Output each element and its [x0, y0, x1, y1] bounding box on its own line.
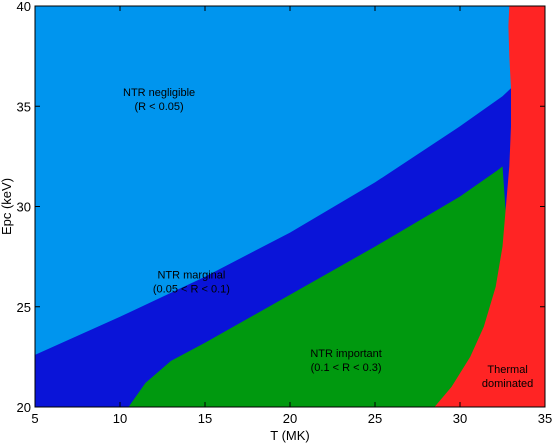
x-tick-label: 20: [283, 411, 297, 426]
x-tick-label: 25: [368, 411, 382, 426]
x-tick-label: 35: [538, 411, 552, 426]
x-axis: 5 10 15 20 25 30 35: [31, 6, 552, 426]
annotation-marginal: NTR marginal: [157, 270, 225, 282]
y-tick-label: 35: [17, 99, 31, 114]
annotation-negligible: (R < 0.05): [134, 101, 183, 113]
y-tick-label: 40: [17, 0, 31, 14]
region-thermal: [434, 6, 545, 407]
annotation-important: (0.1 < R < 0.3): [311, 362, 382, 374]
x-tick-label: 15: [198, 411, 212, 426]
y-tick-label: 30: [17, 200, 31, 215]
y-axis-label: Epc (keV): [0, 178, 14, 235]
annotation-negligible: NTR negligible: [123, 87, 195, 99]
annotation-layer: NTR negligible (R < 0.05) NTR marginal (0.0…: [123, 87, 533, 390]
y-axis: 20 25 30 35 40: [17, 0, 545, 415]
x-tick-label: 10: [113, 411, 127, 426]
annotation-marginal: (0.05 < R < 0.1): [153, 284, 230, 296]
region-important: [128, 166, 520, 407]
region-layer: [35, 6, 545, 407]
x-tick-label: 5: [31, 411, 38, 426]
x-axis-label: T (MK): [270, 428, 309, 443]
annotation-important: NTR important: [310, 348, 382, 360]
x-tick-label: 30: [453, 411, 467, 426]
annotation-thermal: dominated: [482, 378, 533, 390]
annotation-thermal: Thermal: [487, 364, 527, 376]
y-tick-label: 25: [17, 300, 31, 315]
y-tick-label: 20: [17, 400, 31, 415]
